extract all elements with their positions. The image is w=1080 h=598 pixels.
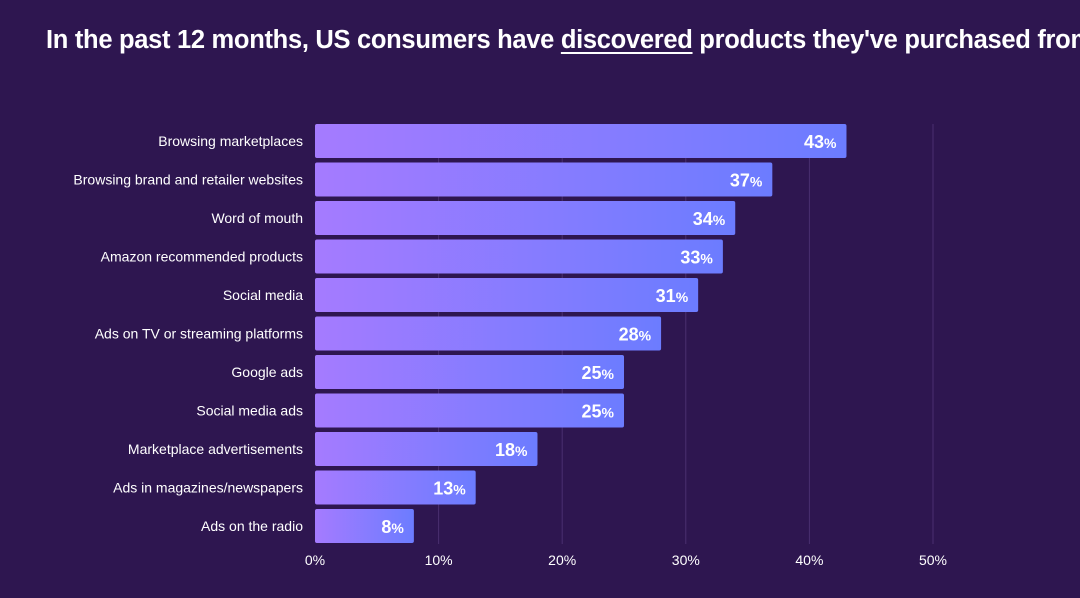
bar bbox=[315, 124, 847, 158]
bar bbox=[315, 162, 773, 197]
category-label: Ads in magazines/newspapers bbox=[113, 480, 303, 496]
bar bbox=[315, 278, 699, 312]
data-label: 13% bbox=[433, 479, 466, 499]
data-label: 37% bbox=[730, 171, 763, 191]
x-tick-label: 10% bbox=[425, 552, 453, 568]
category-label: Marketplace advertisements bbox=[128, 441, 303, 457]
data-label: 28% bbox=[619, 325, 652, 345]
title-prefix: In the past 12 months, US consumers have bbox=[46, 26, 561, 54]
chart-title: In the past 12 months, US consumers have… bbox=[46, 26, 1080, 55]
bar bbox=[315, 470, 476, 505]
bar bbox=[315, 393, 624, 428]
category-label: Word of mouth bbox=[211, 210, 303, 226]
x-tick-label: 30% bbox=[672, 552, 700, 568]
title-suffix: products they've purchased from: bbox=[692, 26, 1080, 54]
bar bbox=[315, 355, 624, 389]
bar bbox=[315, 239, 723, 274]
bar bbox=[315, 432, 538, 466]
data-label: 33% bbox=[680, 248, 713, 268]
x-axis-ticks: 0% 10% 20% 30% 40% 50% bbox=[305, 552, 947, 568]
category-label: Social media bbox=[223, 287, 303, 303]
category-labels: Browsing marketplaces Browsing brand and … bbox=[73, 133, 303, 534]
category-label: Browsing marketplaces bbox=[158, 133, 303, 149]
category-label: Amazon recommended products bbox=[101, 249, 303, 265]
data-label: 34% bbox=[693, 209, 726, 229]
x-tick-label: 0% bbox=[305, 552, 325, 568]
data-label: 18% bbox=[495, 440, 528, 460]
data-label: 31% bbox=[656, 286, 689, 306]
category-label: Ads on TV or streaming platforms bbox=[95, 326, 303, 342]
data-label: 8% bbox=[381, 517, 404, 537]
title-emphasis: discovered bbox=[560, 26, 693, 54]
bars: 43%37%34%33%31%28%25%25%18%13%8% bbox=[315, 124, 847, 543]
bar bbox=[315, 201, 736, 235]
x-tick-label: 50% bbox=[919, 552, 947, 568]
data-label: 43% bbox=[804, 132, 837, 152]
bar bbox=[315, 509, 414, 543]
x-tick-label: 40% bbox=[795, 552, 823, 568]
category-label: Social media ads bbox=[196, 403, 303, 419]
category-label: Google ads bbox=[231, 364, 303, 380]
bar bbox=[315, 316, 662, 351]
data-label: 25% bbox=[582, 363, 615, 383]
data-label: 25% bbox=[582, 402, 615, 422]
category-label: Ads on the radio bbox=[201, 518, 303, 534]
x-tick-label: 20% bbox=[548, 552, 576, 568]
category-label: Browsing brand and retailer websites bbox=[73, 172, 303, 188]
